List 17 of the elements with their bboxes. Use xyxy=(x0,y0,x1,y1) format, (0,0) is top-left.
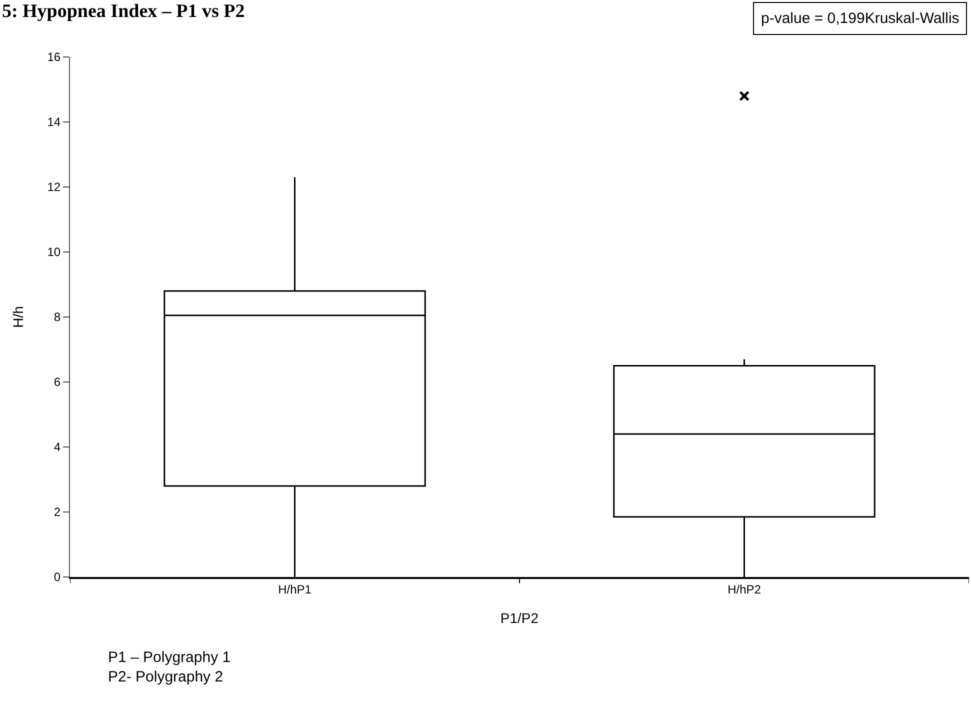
chart-title: 5: Hypopnea Index – P1 vs P2 xyxy=(2,0,245,22)
y-tick-label: 16 xyxy=(47,50,61,64)
y-tick-label: 12 xyxy=(47,180,61,194)
y-tick-label: 10 xyxy=(47,245,61,260)
x-tick-label: H/hP1 xyxy=(278,582,312,596)
y-tick-label: 8 xyxy=(54,310,61,324)
y-tick-label: 14 xyxy=(47,115,61,130)
x-tick-label: H/hP2 xyxy=(728,582,762,596)
y-tick-label: 2 xyxy=(54,505,61,520)
y-tick-label: 4 xyxy=(54,440,61,454)
y-axis-title: H/h xyxy=(10,306,26,328)
text: P1 – Polygraphy 1 xyxy=(108,649,231,666)
text: p-value = 0,199Kruskal-Wallis xyxy=(761,10,960,27)
text: P2- Polygraphy 2 xyxy=(108,668,224,686)
y-tick-label: 6 xyxy=(54,375,61,390)
y-tick-label: 0 xyxy=(54,570,61,584)
x-axis-title: P1/P2 xyxy=(500,610,539,626)
